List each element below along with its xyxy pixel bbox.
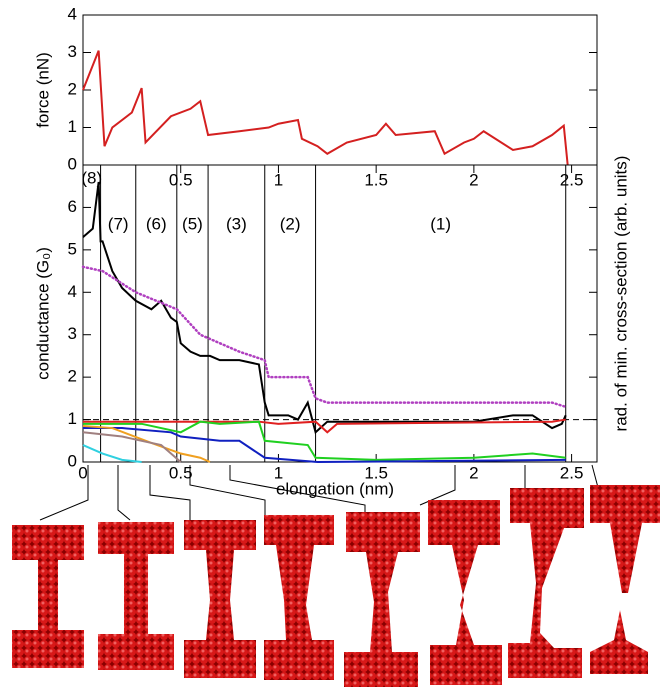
region-label: (1)	[430, 214, 451, 233]
data-line	[83, 427, 566, 464]
x-tick-label-top: 2.5	[560, 170, 584, 189]
region-label: (8)	[81, 168, 102, 187]
connectors	[39, 464, 601, 521]
x-tick-label-top: 2	[469, 170, 478, 189]
data-line	[82, 424, 211, 463]
x-tick-label: 0	[78, 463, 87, 482]
x-tick-label-top: 1.5	[364, 170, 388, 189]
x-tick-label: 0.5	[169, 463, 193, 482]
y-tick-label: 6	[68, 197, 77, 216]
region-label: (6)	[146, 214, 167, 233]
region-label: (5)	[182, 214, 203, 233]
y-tick-label: 2	[68, 79, 77, 98]
y-tick-label: 5	[68, 239, 77, 258]
x-tick-label-top: 0.5	[169, 170, 193, 189]
region-label: (7)	[108, 214, 129, 233]
data-line	[82, 181, 567, 435]
region-label: (2)	[280, 214, 301, 233]
y-tick-label: 2	[68, 367, 77, 386]
y-tick-label: 4	[68, 282, 77, 301]
y-tick-label: 0	[68, 154, 77, 173]
data-line	[82, 431, 182, 463]
x-tick-label: 1	[274, 463, 283, 482]
data-line	[82, 50, 569, 166]
plot-frame	[82, 164, 598, 463]
data-line	[81, 265, 567, 409]
x-axis-label: elongation (nm)	[276, 479, 394, 498]
data-line	[83, 420, 566, 461]
x-tick-label-top: 1	[274, 170, 283, 189]
y-tick-label: 4	[68, 4, 77, 23]
y-tick-label: 3	[68, 42, 77, 61]
y-axis-label: force (nN)	[33, 52, 52, 128]
y-axis-label: conductance (G₀)	[33, 247, 52, 380]
y-tick-label: 1	[68, 117, 77, 136]
y2-axis-label: rad. of min. cross-section (arb. units)	[611, 156, 630, 432]
x-tick-label: 1.5	[364, 463, 388, 482]
y-tick-label: 0	[68, 451, 77, 470]
y-tick-label: 3	[68, 324, 77, 343]
x-tick-label: 2.5	[560, 463, 584, 482]
data-line	[82, 444, 142, 463]
nanowire-snapshots	[12, 485, 660, 687]
x-tick-label: 2	[469, 463, 478, 482]
region-label: (3)	[226, 214, 247, 233]
plot-frame	[82, 14, 598, 166]
y-tick-label: 1	[68, 409, 77, 428]
